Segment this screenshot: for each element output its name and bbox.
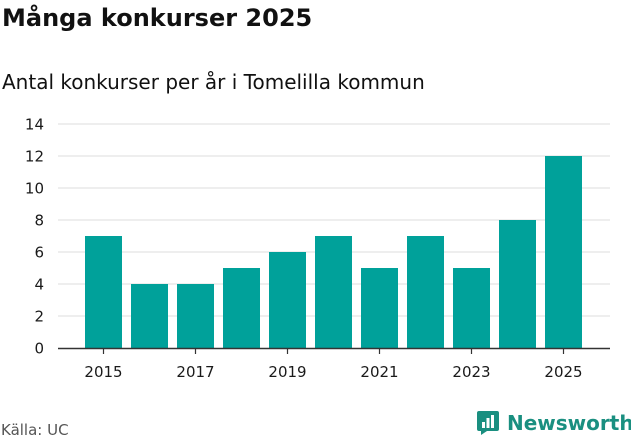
x-tick-label: 2015 (84, 363, 122, 381)
chart-subtitle: Antal konkurser per år i Tomelilla kommu… (2, 70, 425, 94)
x-tick-label: 2017 (176, 363, 214, 381)
bar-2021 (361, 268, 398, 348)
chart-title: Många konkurser 2025 (2, 4, 313, 32)
y-tick-label: 4 (34, 276, 44, 294)
y-tick-label: 6 (34, 244, 44, 262)
x-tick-label: 2019 (268, 363, 306, 381)
bar-2017 (177, 284, 214, 348)
bar-2024 (499, 220, 536, 348)
bar-2016 (131, 284, 168, 348)
y-tick-label: 14 (25, 116, 44, 134)
bar-2022 (407, 236, 444, 348)
bar-2018 (223, 268, 260, 348)
bar-2019 (269, 252, 306, 348)
x-tick-label: 2025 (544, 363, 582, 381)
source-note: Källa: UC (1, 421, 69, 439)
bar-2015 (85, 236, 122, 348)
y-tick-label: 8 (34, 212, 44, 230)
x-tick-label: 2023 (452, 363, 490, 381)
newsworthy-logo-icon (477, 411, 499, 435)
bar-2020 (315, 236, 352, 348)
y-tick-label: 10 (25, 180, 44, 198)
y-axis-tick-labels: 0 2 4 6 8 10 12 14 (25, 116, 44, 358)
brand-name: Newsworthy (507, 411, 631, 435)
newsworthy-brand[interactable]: Newsworthy (476, 408, 631, 438)
bars (85, 156, 582, 348)
bar-2023 (453, 268, 490, 348)
bar-2025 (545, 156, 582, 348)
y-tick-label: 2 (34, 308, 44, 326)
x-axis: 2015 2017 2019 2021 2023 2025 (58, 347, 610, 381)
y-tick-label: 12 (25, 148, 44, 166)
x-tick-label: 2021 (360, 363, 398, 381)
y-tick-label: 0 (34, 340, 44, 358)
